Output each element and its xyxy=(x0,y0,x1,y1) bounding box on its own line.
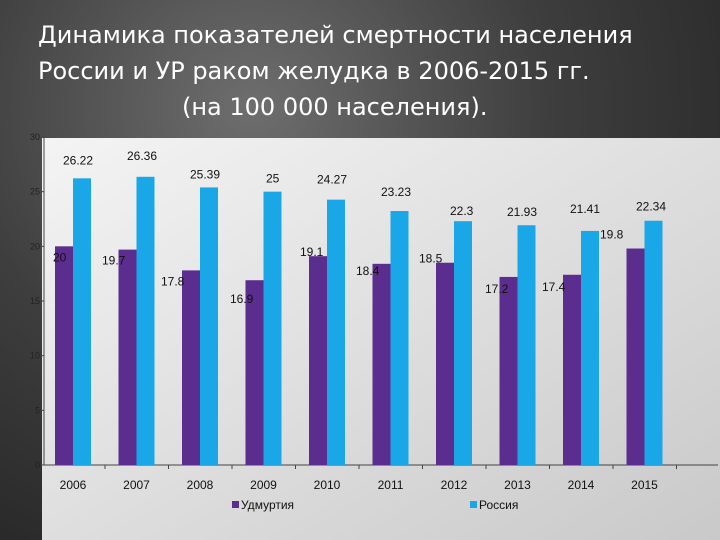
bar-russia xyxy=(73,178,91,465)
data-label-udmurtia: 19.7 xyxy=(102,254,126,268)
y-tick-label: 10 xyxy=(30,351,40,361)
title-line-2: России и УР раком желудка в 2006-2015 гг… xyxy=(38,57,590,85)
x-tick-label: 2007 xyxy=(123,478,150,492)
bar-russia xyxy=(136,176,155,465)
bar-russia xyxy=(517,225,536,465)
title-line-1: Динамика показателей смертности населени… xyxy=(38,21,633,49)
data-label-udmurtia: 20 xyxy=(53,250,67,264)
y-tick-label: 15 xyxy=(30,296,40,306)
bar-russia xyxy=(263,191,282,465)
bar-udmurtia xyxy=(436,262,454,465)
bar-russia xyxy=(581,230,599,465)
bar-russia xyxy=(327,199,345,465)
data-label-udmurtia: 19.8 xyxy=(600,228,624,242)
bar-udmurtia xyxy=(118,249,137,465)
y-tick-label: 30 xyxy=(30,132,40,142)
legend-label-udmurtia: Удмуртия xyxy=(241,498,294,512)
bar-russia xyxy=(644,220,663,465)
x-tick-label: 2006 xyxy=(60,478,87,492)
bar-udmurtia xyxy=(499,276,518,465)
legend-swatch-russia xyxy=(470,501,477,508)
data-label-russia: 21.93 xyxy=(507,205,537,219)
bar-russia xyxy=(390,211,409,465)
data-label-udmurtia: 16.9 xyxy=(230,292,254,306)
x-tick-label: 2010 xyxy=(314,478,341,492)
x-tick-label: 2013 xyxy=(504,478,531,492)
bar-udmurtia xyxy=(309,256,327,465)
data-label-russia: 22.34 xyxy=(636,200,666,214)
y-tick-label: 25 xyxy=(30,187,40,197)
bar-udmurtia xyxy=(245,280,264,465)
data-label-udmurtia: 18.4 xyxy=(356,264,380,278)
x-tick-label: 2009 xyxy=(250,478,277,492)
bar-russia xyxy=(200,187,218,466)
data-label-russia: 21.41 xyxy=(570,202,600,216)
x-tick-label: 2014 xyxy=(568,478,595,492)
data-label-russia: 22.3 xyxy=(450,204,474,218)
y-tick-label: 20 xyxy=(30,241,40,251)
x-tick-label: 2008 xyxy=(187,478,214,492)
data-label-udmurtia: 18.5 xyxy=(419,252,443,266)
legend-label-russia: Россия xyxy=(479,498,518,512)
data-label-russia: 24.27 xyxy=(317,173,347,187)
y-tick-label: 0 xyxy=(35,460,40,470)
bar-udmurtia xyxy=(55,246,73,465)
x-tick-label: 2015 xyxy=(631,478,658,492)
title-line-3: (на 100 000 населения). xyxy=(182,93,488,121)
data-label-russia: 26.22 xyxy=(63,153,93,167)
x-tick-label: 2011 xyxy=(378,478,404,492)
legend-swatch-udmurtia xyxy=(232,501,239,508)
data-label-udmurtia: 17.2 xyxy=(485,282,509,296)
data-label-udmurtia: 19.1 xyxy=(300,245,324,259)
bar-udmurtia xyxy=(182,270,200,465)
bar-russia xyxy=(454,221,472,465)
bar-udmurtia xyxy=(626,248,645,465)
data-label-udmurtia: 17.4 xyxy=(542,280,566,294)
x-tick-label: 2012 xyxy=(441,478,468,492)
data-label-russia: 25 xyxy=(266,172,280,186)
data-label-russia: 26.36 xyxy=(127,149,157,163)
data-label-russia: 25.39 xyxy=(190,167,220,181)
data-label-udmurtia: 17.8 xyxy=(161,274,185,288)
slide-title: Динамика показателей смертности населени… xyxy=(0,18,720,121)
bar-udmurtia xyxy=(563,274,581,465)
data-label-russia: 23.23 xyxy=(381,185,411,199)
bar-udmurtia xyxy=(372,263,391,465)
y-tick-label: 5 xyxy=(35,405,40,415)
